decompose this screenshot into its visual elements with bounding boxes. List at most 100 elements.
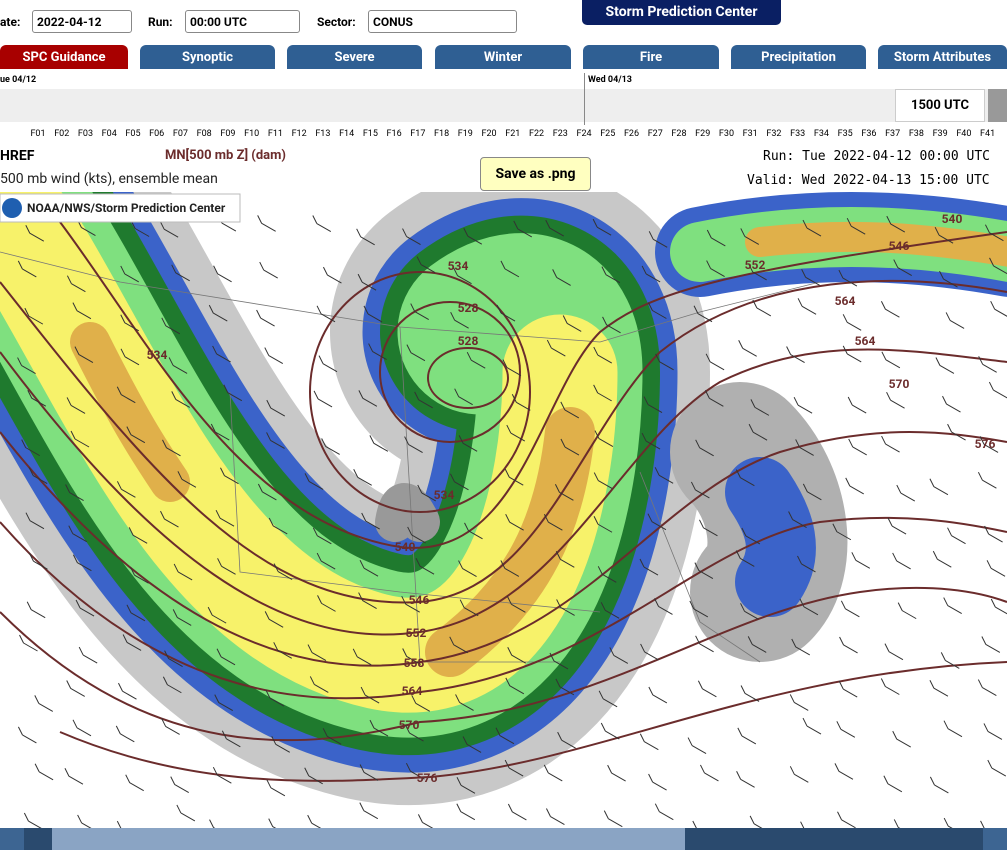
- hour-label[interactable]: F30: [718, 129, 734, 139]
- hour-label[interactable]: F21: [505, 129, 521, 139]
- hour-label[interactable]: F27: [647, 129, 663, 139]
- hour-label[interactable]: F01: [30, 129, 46, 139]
- wind-barb: [75, 599, 95, 617]
- hour-label[interactable]: F26: [623, 129, 640, 139]
- hour-label[interactable]: F10: [244, 129, 260, 139]
- wind-barb: [209, 819, 216, 828]
- wind-barb: [896, 484, 916, 502]
- wind-barb: [837, 811, 856, 828]
- wind-barb: [356, 228, 375, 246]
- hour-label[interactable]: F36: [861, 129, 877, 139]
- hour-label[interactable]: F39: [932, 129, 948, 139]
- hour-label[interactable]: F34: [813, 129, 829, 139]
- hour-label[interactable]: F25: [600, 129, 616, 139]
- tab[interactable]: Synoptic: [140, 45, 275, 69]
- hour-label[interactable]: F03: [77, 129, 94, 139]
- wind-barb: [977, 471, 997, 489]
- wind-barb: [369, 435, 389, 452]
- wind-barb: [740, 228, 760, 245]
- hour-label[interactable]: F19: [457, 129, 473, 139]
- wind-barb: [416, 256, 436, 274]
- wind-barb: [173, 563, 193, 581]
- day-label: Wed 04/13: [588, 75, 632, 85]
- wind-barb: [945, 312, 965, 329]
- hour-label[interactable]: F37: [885, 129, 901, 139]
- tab[interactable]: Fire: [583, 45, 719, 69]
- contour-label: 534: [434, 488, 455, 502]
- scroll-right[interactable]: [983, 828, 1007, 850]
- wind-barb: [887, 517, 907, 535]
- hour-label[interactable]: F08: [196, 129, 212, 139]
- wind-barb: [406, 344, 426, 362]
- wind-barb: [554, 484, 574, 501]
- contour-label: 564: [402, 684, 423, 698]
- hour-label[interactable]: F38: [908, 129, 924, 139]
- wind-barb: [693, 305, 713, 323]
- hour-label[interactable]: F28: [671, 129, 687, 139]
- hour-label[interactable]: F17: [410, 129, 426, 139]
- wind-barb: [940, 652, 960, 669]
- hour-label[interactable]: F15: [362, 129, 378, 139]
- wind-barb: [643, 396, 663, 413]
- hour-label[interactable]: F06: [149, 129, 165, 139]
- hour-label[interactable]: F18: [434, 129, 450, 139]
- wind-barb: [640, 643, 659, 661]
- scroll-left[interactable]: [0, 828, 24, 850]
- wind-barb: [496, 304, 516, 322]
- contour-label: 552: [406, 626, 427, 640]
- hour-label[interactable]: F09: [220, 129, 236, 139]
- hour-label[interactable]: F04: [101, 129, 117, 139]
- hour-label[interactable]: F07: [172, 129, 188, 139]
- tab[interactable]: SPC Guidance: [0, 45, 128, 69]
- hour-label[interactable]: F16: [386, 129, 402, 139]
- tab[interactable]: Storm Attributes: [878, 45, 1007, 69]
- scroll-thumb[interactable]: [52, 828, 685, 850]
- wind-barb: [801, 269, 820, 286]
- hour-label[interactable]: F35: [837, 129, 853, 139]
- hour-label[interactable]: F40: [956, 129, 972, 139]
- hour-label[interactable]: F11: [267, 129, 283, 139]
- run-select[interactable]: 00:00 UTC: [185, 10, 300, 33]
- wind-barb: [322, 728, 342, 745]
- field-name: MN[500 mb Z] (dam): [165, 148, 286, 163]
- wind-barb: [171, 391, 190, 408]
- hour-label[interactable]: F20: [481, 129, 497, 139]
- hour-label[interactable]: F05: [125, 129, 141, 139]
- tab[interactable]: Winter: [435, 45, 571, 69]
- wind-barb: [126, 604, 146, 622]
- timeline-track[interactable]: [0, 89, 1007, 122]
- save-button[interactable]: Save as .png: [480, 157, 591, 191]
- hour-label[interactable]: F24: [576, 129, 592, 139]
- wind-barb: [128, 527, 148, 544]
- hour-label[interactable]: F13: [315, 129, 331, 139]
- contour-label: 558: [404, 656, 425, 670]
- wind-barb: [309, 676, 329, 693]
- date-input[interactable]: 2022-04-12: [32, 10, 132, 33]
- scrollbar[interactable]: [0, 828, 1007, 850]
- tab[interactable]: Severe: [287, 45, 422, 69]
- hour-label[interactable]: F12: [291, 129, 307, 139]
- tab[interactable]: Precipitation: [731, 45, 866, 69]
- wind-barb: [266, 779, 286, 797]
- hour-label[interactable]: F29: [695, 129, 711, 139]
- contour-label: 528: [458, 301, 479, 315]
- sector-select[interactable]: CONUS: [368, 10, 517, 33]
- hour-label[interactable]: F22: [528, 129, 545, 139]
- wind-barb: [405, 762, 425, 780]
- wind-barb: [795, 439, 814, 456]
- wind-barb: [990, 300, 1007, 317]
- hour-label[interactable]: F: [999, 129, 1007, 139]
- hour-label[interactable]: F33: [790, 129, 806, 139]
- home-button[interactable]: Storm Prediction Center: [582, 0, 781, 25]
- wind-barb: [748, 263, 767, 281]
- wind-barb: [256, 309, 275, 327]
- wind-barb: [793, 396, 813, 414]
- hour-label[interactable]: F02: [54, 129, 70, 139]
- timeline-handle[interactable]: [988, 89, 1007, 122]
- hour-label[interactable]: F32: [766, 129, 782, 139]
- wind-barb: [268, 818, 277, 828]
- hour-label[interactable]: F31: [742, 129, 758, 139]
- hour-label[interactable]: F23: [552, 129, 568, 139]
- hour-label[interactable]: F41: [980, 129, 996, 139]
- hour-label[interactable]: F14: [339, 129, 355, 139]
